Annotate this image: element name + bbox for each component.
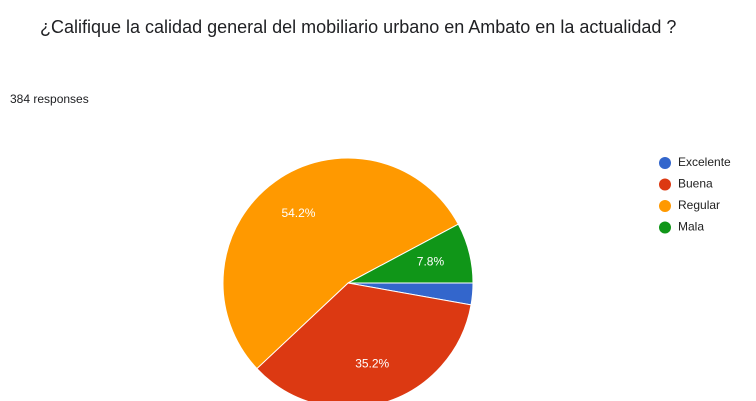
legend-swatch <box>659 200 671 212</box>
question-title: ¿Califique la calidad general del mobili… <box>40 17 677 37</box>
legend-label: Buena <box>678 177 713 191</box>
legend-swatch <box>659 178 671 191</box>
slice-label: 54.2% <box>281 206 315 220</box>
slice-label: 7.8% <box>417 255 445 269</box>
slice-label: 35.2% <box>355 357 389 371</box>
legend-label: Regular <box>678 198 720 212</box>
response-count: 384 responses <box>10 92 89 106</box>
pie-slice <box>256 282 472 401</box>
legend-swatch <box>659 157 671 169</box>
legend-label: Mala <box>678 220 704 234</box>
legend-label: Excelente <box>678 155 731 169</box>
pie-slice <box>347 223 474 284</box>
legend-swatch <box>659 221 671 234</box>
pie-slice <box>222 157 459 370</box>
